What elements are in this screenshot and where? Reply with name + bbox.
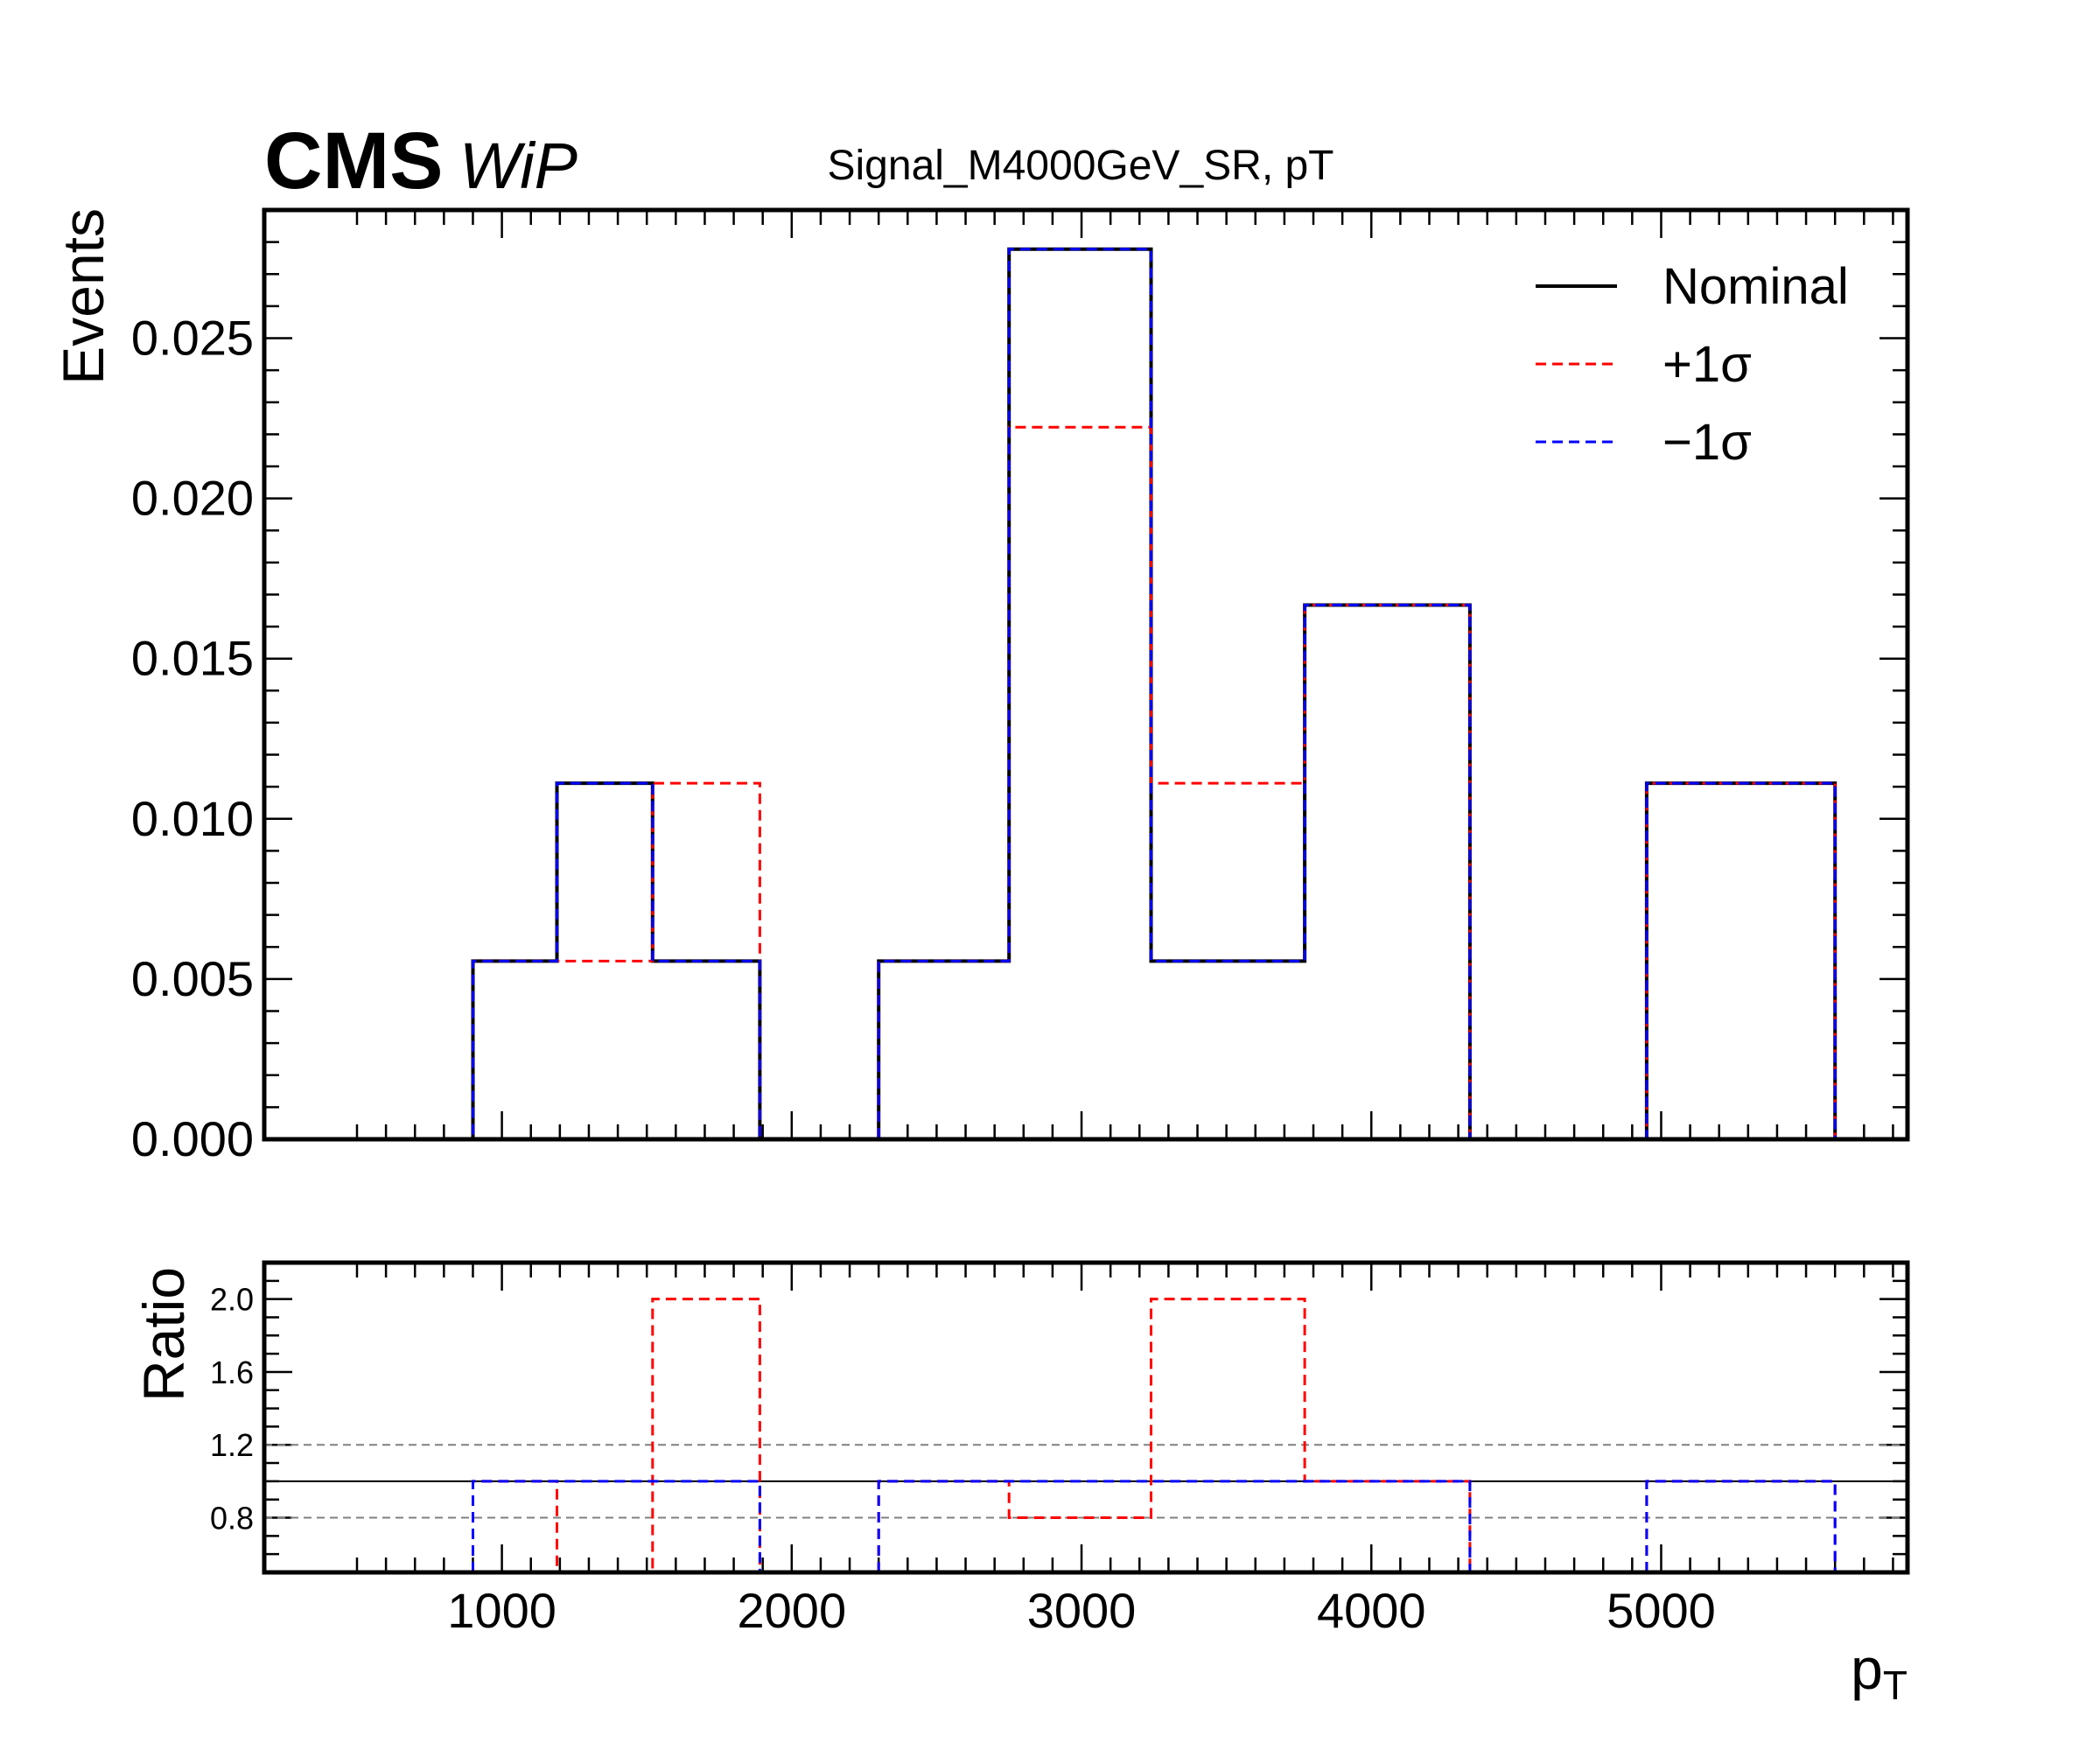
ratio-axes-frame bbox=[262, 1260, 1910, 1575]
ratio-series-down-line bbox=[472, 1480, 1837, 1572]
ratio-y-tick-label: 2.0 bbox=[210, 1282, 254, 1318]
ratio-y-tick-label: 0.8 bbox=[210, 1501, 254, 1536]
main-panel: 0.000 0.005 0.010 0.015 0.020 0.025 Nominal +1σ… bbox=[131, 207, 1910, 1166]
x-tick-label: 3000 bbox=[1027, 1583, 1137, 1638]
legend-entry: Nominal bbox=[1662, 258, 1849, 315]
x-tick-label: 5000 bbox=[1606, 1583, 1716, 1638]
ratio-panel: 0.8 1.2 1.6 2.0 1000 2000 3000 4000 5000 bbox=[210, 1260, 1910, 1638]
series-nominal-line bbox=[327, 247, 1838, 1141]
x-axis-label: pT bbox=[1851, 1636, 1908, 1708]
legend-entry: +1σ bbox=[1662, 336, 1752, 393]
series-up-line bbox=[327, 425, 1837, 1141]
plot-title: Signal_M4000GeV_SR, pT bbox=[828, 143, 1334, 189]
x-tick-label: 1000 bbox=[447, 1583, 556, 1638]
ratio-y-tick-label: 1.2 bbox=[210, 1427, 254, 1463]
series-down-line bbox=[327, 248, 1837, 1141]
main-y-tick-label: 0.005 bbox=[131, 951, 254, 1006]
ratio-y-tick-label: 1.6 bbox=[210, 1354, 254, 1390]
main-axes-frame bbox=[262, 207, 1910, 1142]
x-axis-label-sub: T bbox=[1883, 1662, 1908, 1708]
x-axis-label-base: p bbox=[1851, 1636, 1883, 1701]
main-y-tick-label: 0.015 bbox=[131, 631, 254, 686]
status-label: WiP bbox=[459, 130, 578, 202]
main-y-tick-label: 0.000 bbox=[131, 1111, 254, 1166]
main-y-tick-label: 0.025 bbox=[131, 310, 254, 365]
ratio-series-up-line bbox=[472, 1298, 1837, 1574]
x-tick-label: 4000 bbox=[1317, 1583, 1426, 1638]
main-y-tick-label: 0.020 bbox=[131, 471, 254, 526]
cms-label: CMS bbox=[264, 116, 443, 206]
main-y-tick-label: 0.010 bbox=[131, 791, 254, 846]
x-tick-label: 2000 bbox=[738, 1583, 847, 1638]
y-axis-label-main: Events bbox=[51, 208, 116, 385]
legend-entry: −1σ bbox=[1662, 414, 1752, 471]
y-axis-label-ratio: Ratio bbox=[131, 1267, 196, 1402]
